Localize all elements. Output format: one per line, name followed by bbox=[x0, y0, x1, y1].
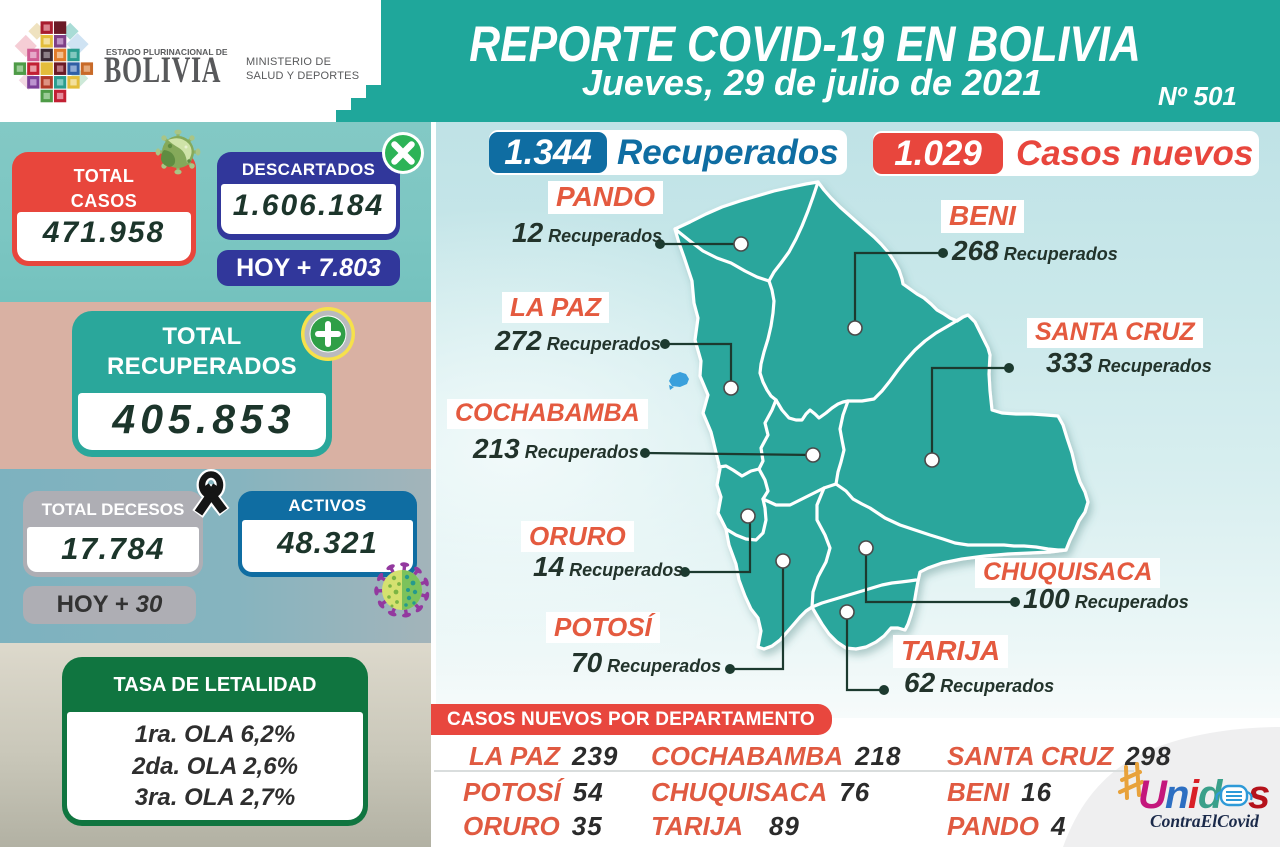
svg-text:s: s bbox=[1248, 773, 1270, 817]
svg-text:U: U bbox=[1138, 773, 1168, 817]
svg-text:i: i bbox=[1188, 773, 1200, 817]
svg-text:d: d bbox=[1198, 773, 1224, 817]
svg-text:n: n bbox=[1165, 773, 1189, 817]
svg-text:ContraElCovid: ContraElCovid bbox=[1150, 811, 1259, 831]
